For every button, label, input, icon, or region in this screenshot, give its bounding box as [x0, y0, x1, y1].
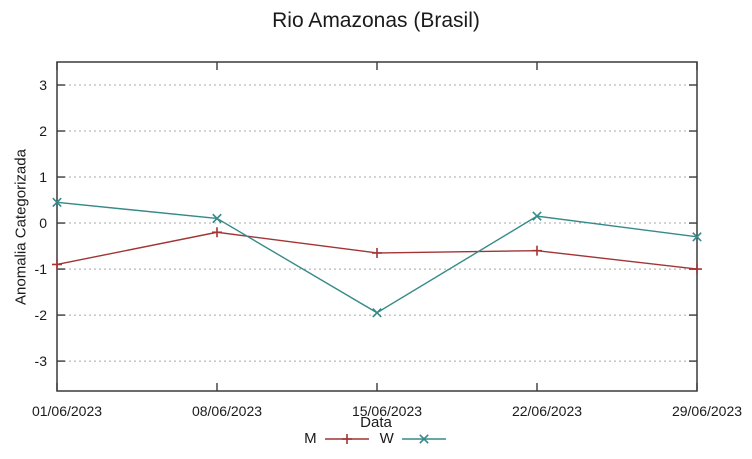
- legend-sample-W: [401, 433, 446, 444]
- marker-cross: [692, 232, 702, 242]
- x-tick-label: 01/06/2023: [32, 403, 102, 419]
- x-tick-label: 15/06/2023: [352, 403, 422, 419]
- marker-cross: [419, 433, 429, 444]
- x-tick-label: 29/06/2023: [672, 403, 742, 419]
- legend-item-W: W: [380, 430, 448, 447]
- y-tick-label: 1: [39, 169, 47, 185]
- y-tick-label: -2: [35, 307, 48, 323]
- y-tick-label: 2: [39, 123, 47, 139]
- plot-border: [56, 61, 698, 392]
- marker-cross: [52, 197, 62, 208]
- y-tick-label: 0: [39, 215, 47, 231]
- marker-cross: [212, 213, 222, 224]
- series-W: [52, 197, 702, 318]
- legend-sample-M: [324, 433, 369, 444]
- legend-label-W: W: [379, 430, 394, 447]
- legend-item-M: M: [304, 430, 371, 447]
- marker-cross: [372, 308, 382, 318]
- x-tick-label: 22/06/2023: [512, 403, 582, 419]
- series-M: [52, 227, 702, 275]
- chart-title: Rio Amazonas (Brasil): [272, 9, 480, 32]
- legend-label-M: M: [304, 430, 317, 447]
- x-tick-label: 08/06/2023: [192, 403, 262, 419]
- y-tick-label: 3: [39, 77, 47, 93]
- y-tick-label: -3: [35, 353, 48, 369]
- marker-cross: [532, 211, 542, 221]
- x-axis-label: Data: [360, 414, 392, 431]
- y-tick-label: -1: [35, 261, 48, 277]
